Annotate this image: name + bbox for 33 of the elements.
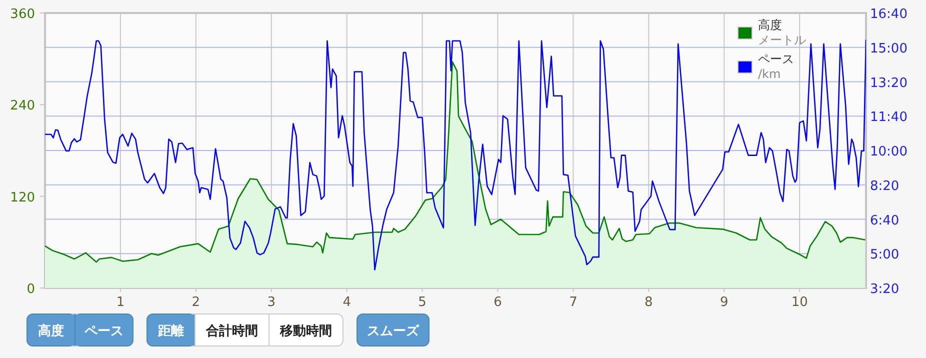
x-tick-label: 9: [720, 295, 728, 310]
text: スムーズ: [367, 324, 420, 339]
y2-tick-label: 5:00: [870, 248, 900, 263]
y-tick-label: 240: [10, 98, 35, 114]
y2-tick-label: 3:20: [870, 282, 900, 297]
y2-tick-label: 8:20: [870, 178, 900, 194]
y2-tick-label: 15:00: [870, 41, 908, 56]
y2-tick-label: 16:40: [870, 7, 908, 22]
x-tick-label: 10: [791, 295, 808, 310]
x-tick-label: 2: [192, 295, 200, 310]
y2-tick-label: 6:40: [870, 213, 900, 228]
x-tick-label: 6: [494, 295, 502, 310]
y2-tick-label: 13:20: [870, 76, 908, 91]
legend-label: ペース: [758, 52, 794, 66]
text: ペース: [84, 324, 124, 339]
y-tick-label: 360: [10, 7, 35, 22]
y2-tick-label: 11:40: [870, 110, 908, 126]
x-tick-label: 8: [644, 295, 653, 310]
legend-label: 高度: [758, 18, 782, 32]
text: 合計時間: [205, 323, 258, 339]
y-tick-label: 120: [10, 190, 35, 206]
text: 距離: [157, 324, 184, 339]
x-tick-label: 5: [418, 295, 426, 310]
text: 高度: [38, 323, 64, 339]
x-tick-label: 1: [116, 295, 125, 310]
x-tick-label: 7: [569, 295, 578, 310]
x-tick-label: 4: [342, 295, 351, 310]
y-tick-label: 0: [26, 282, 35, 297]
y2-tick-label: 10:00: [870, 144, 908, 160]
text: 移動時間: [279, 324, 332, 339]
annotation: メートル: [758, 33, 806, 47]
annotation: /km: [758, 67, 781, 81]
x-tick-label: 3: [267, 295, 276, 310]
